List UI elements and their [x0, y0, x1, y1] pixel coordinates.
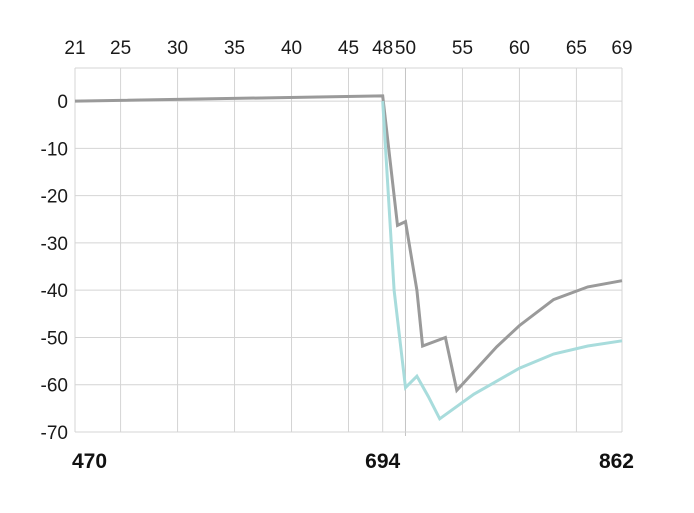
y-tick-label: -20 [41, 187, 68, 208]
y-tick-label: -70 [41, 423, 68, 444]
grid [74, 67, 623, 436]
series-group [74, 94, 623, 422]
bottom-tick-label: 694 [365, 450, 400, 473]
series-line-2 [381, 101, 623, 422]
bottom-tick-label: 470 [72, 450, 107, 473]
top-tick-label: 48 [372, 38, 393, 59]
bottom-tick-label: 862 [599, 450, 634, 473]
y-axis: 0 -10 -20 -30 -40 -50 -60 -70 [41, 92, 68, 444]
top-tick-label: 45 [338, 38, 359, 59]
top-tick-label: 50 [395, 38, 416, 59]
top-tick-label: 60 [509, 38, 530, 59]
series-line-1 [74, 94, 623, 394]
y-tick-label: -30 [41, 234, 68, 255]
top-axis: 21 25 30 35 40 45 48 50 55 60 65 69 [64, 38, 632, 59]
y-tick-label: -50 [41, 328, 68, 349]
top-tick-label: 65 [566, 38, 587, 59]
y-tick-label: -10 [41, 139, 68, 160]
top-tick-label: 69 [611, 38, 632, 59]
top-tick-label: 35 [224, 38, 245, 59]
top-tick-label: 25 [110, 38, 131, 59]
y-tick-label: -40 [41, 281, 68, 302]
y-tick-label: -60 [41, 376, 68, 397]
y-tick-label: 0 [57, 92, 68, 113]
top-tick-label: 30 [167, 38, 188, 59]
top-tick-label: 40 [281, 38, 302, 59]
bottom-axis: 470 694 862 [72, 450, 634, 473]
top-tick-label: 21 [64, 38, 85, 59]
top-tick-label: 55 [452, 38, 473, 59]
